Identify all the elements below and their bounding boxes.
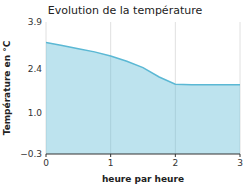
tick-mark — [46, 154, 47, 157]
tick-label: 0 — [43, 158, 49, 168]
tick-label: 2.4 — [28, 64, 43, 74]
axis-line — [46, 154, 240, 155]
y-axis-label: Température en °C — [2, 40, 12, 135]
y-axis: −0.3 1.0 2.4 3.9 — [20, 17, 42, 159]
tick-label: 1 — [108, 158, 114, 168]
series — [46, 42, 240, 154]
grid — [46, 22, 240, 154]
title: Evolution de la température — [48, 4, 203, 17]
tick-label: 3.9 — [28, 17, 43, 27]
tick-label: −0.3 — [20, 149, 42, 159]
x-axis-label: heure par heure — [102, 174, 184, 184]
tick-label: 2 — [172, 158, 178, 168]
area — [46, 42, 240, 154]
tick-mark — [175, 154, 176, 157]
tick-mark — [240, 154, 241, 157]
tick-label: 3 — [237, 158, 243, 168]
tick-mark — [110, 154, 111, 157]
line — [46, 42, 240, 84]
tick-label: 1.0 — [28, 108, 43, 118]
plot-area — [46, 22, 240, 154]
chart: 0 1 2 3 heure par heure −0.3 1.0 2.4 3.9 Températ… — [0, 0, 250, 188]
x-axis: 0 1 2 3 — [43, 154, 243, 168]
